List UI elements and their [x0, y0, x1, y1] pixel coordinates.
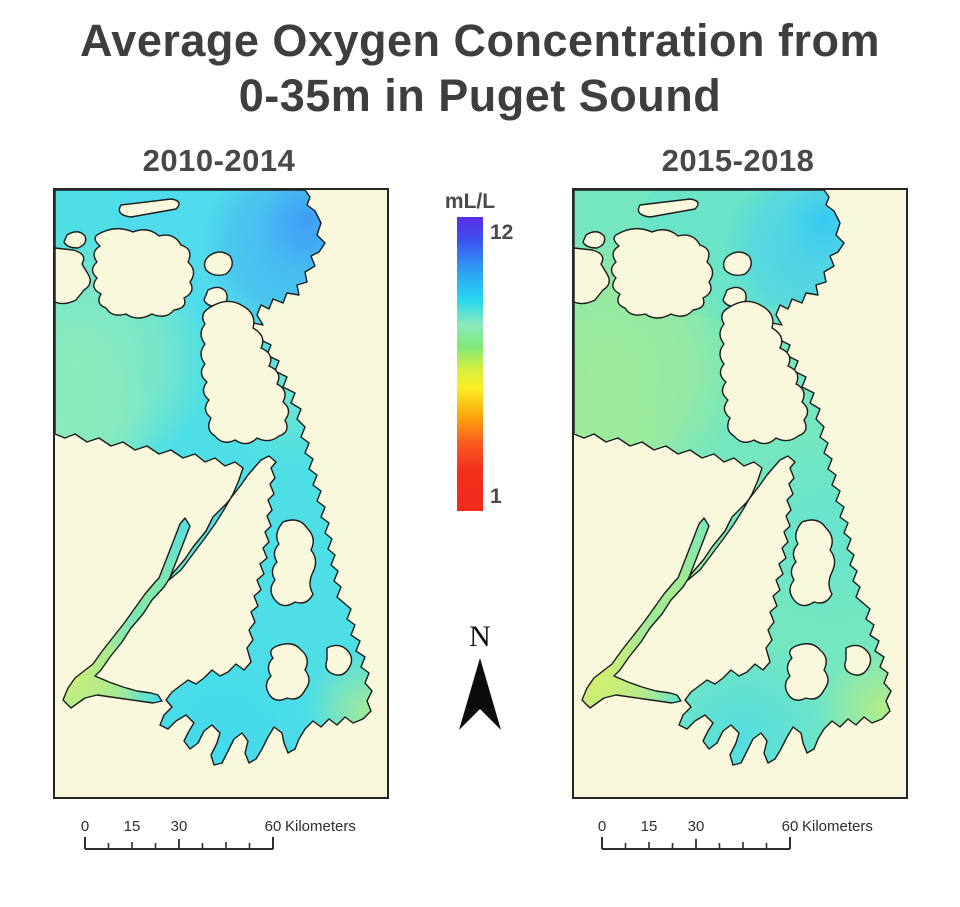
island	[91, 227, 195, 319]
island	[784, 643, 829, 701]
island	[789, 519, 836, 607]
page-title: Average Oxygen Concentration from 0-35m …	[0, 14, 960, 124]
scalebar-label-60: 60	[782, 818, 799, 835]
scalebar-label-15: 15	[641, 818, 658, 835]
legend-colorbar	[457, 217, 483, 511]
map-2015-2018-svg	[574, 190, 906, 797]
scalebar-label-60: 60	[265, 818, 282, 835]
map-2010-2014-svg	[55, 190, 387, 797]
scalebar-unit: Kilometers	[285, 818, 356, 835]
island	[325, 644, 353, 676]
legend-unit-label: mL/L	[444, 190, 496, 213]
island	[270, 519, 317, 607]
north-arrow-icon	[459, 658, 501, 730]
north-label: N	[469, 620, 491, 653]
island	[610, 227, 714, 319]
panel-title-2010-2014: 2010-2014	[142, 143, 296, 178]
island	[582, 231, 606, 249]
legend-max-label: 12	[490, 221, 514, 244]
island	[265, 643, 310, 701]
scalebar-right: 0 15 30 60 Kilometers	[598, 818, 873, 850]
map-2010-2014	[53, 188, 389, 799]
scalebar-label-30: 30	[688, 818, 705, 835]
page-title-line1: Average Oxygen Concentration from	[79, 15, 880, 66]
island	[844, 644, 872, 676]
scalebar-label-0: 0	[81, 818, 89, 835]
map-2015-2018	[572, 188, 908, 799]
scalebar-label-30: 30	[171, 818, 188, 835]
page-title-line2: 0-35m in Puget Sound	[238, 69, 722, 121]
scalebar-label-0: 0	[598, 818, 606, 835]
island	[203, 251, 233, 277]
scalebar-unit: Kilometers	[802, 818, 873, 835]
north-arrow: N	[444, 622, 516, 744]
legend-min-label: 1	[490, 485, 502, 508]
scalebar-left: 0 15 30 60 Kilometers	[81, 818, 356, 850]
panel-title-2015-2018: 2015-2018	[661, 143, 815, 178]
island	[63, 231, 87, 249]
island	[722, 251, 752, 277]
scalebar-label-15: 15	[124, 818, 141, 835]
